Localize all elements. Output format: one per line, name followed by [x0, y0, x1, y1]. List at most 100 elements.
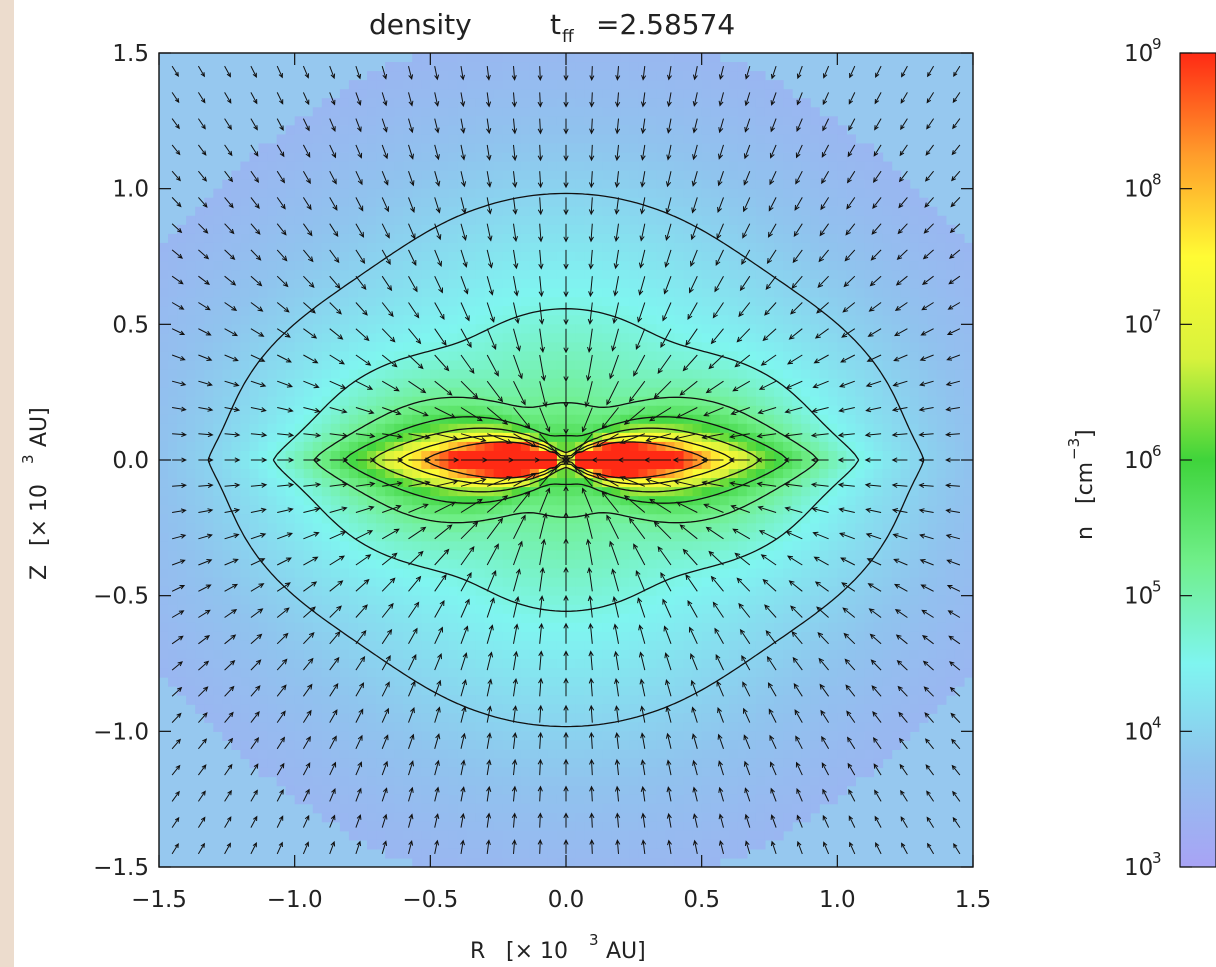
heatmap-cell	[556, 270, 567, 280]
heatmap-cell	[602, 550, 612, 561]
heatmap-cell	[403, 577, 413, 588]
heatmap-cell	[475, 595, 486, 606]
heatmap-cell	[873, 333, 884, 344]
heatmap-cell	[330, 387, 341, 398]
heatmap-cell	[294, 514, 305, 524]
heatmap-cell	[647, 441, 658, 452]
heatmap-cell	[909, 523, 920, 533]
heatmap-cell	[339, 568, 350, 579]
heatmap-cell	[267, 496, 278, 506]
heatmap-cell	[394, 197, 404, 208]
heatmap-cell	[348, 315, 359, 325]
heatmap-cell	[665, 279, 676, 289]
heatmap-cell	[222, 315, 232, 325]
heatmap-cell	[728, 315, 739, 325]
heatmap-cell	[837, 360, 847, 371]
heatmap-cell	[665, 306, 676, 316]
heatmap-cell	[312, 586, 323, 597]
heatmap-cell	[918, 342, 929, 353]
heatmap-cell	[394, 360, 404, 371]
heatmap-cell	[837, 523, 847, 533]
heatmap-cell	[864, 387, 875, 398]
heatmap-cell	[493, 559, 504, 570]
heatmap-cell	[719, 333, 730, 344]
heatmap-cell	[195, 333, 205, 344]
heatmap-cell	[276, 342, 287, 353]
heatmap-cell	[412, 98, 422, 108]
heatmap-cell	[520, 387, 531, 398]
heatmap-cell	[520, 71, 531, 81]
heatmap-cell	[593, 450, 603, 461]
heatmap-cell	[484, 53, 495, 63]
heatmap-cell	[864, 206, 875, 217]
heatmap-cell	[936, 478, 947, 488]
heatmap-cell	[367, 270, 377, 280]
heatmap-cell	[520, 306, 531, 316]
heatmap-cell	[267, 297, 278, 307]
heatmap-cell	[810, 550, 820, 561]
heatmap-cell	[566, 306, 576, 316]
heatmap-cell	[656, 505, 667, 515]
heatmap-cell	[819, 496, 829, 506]
heatmap-cell	[339, 550, 350, 561]
heatmap-cell	[367, 342, 377, 353]
heatmap-cell	[339, 595, 350, 606]
heatmap-cell	[792, 396, 802, 407]
heatmap-cell	[267, 423, 278, 434]
heatmap-cell	[801, 197, 811, 208]
heatmap-cell	[575, 224, 585, 235]
heatmap-cell	[493, 586, 504, 597]
heatmap-cell	[231, 251, 241, 262]
heatmap-cell	[774, 80, 784, 90]
heatmap-cell	[783, 161, 793, 172]
heatmap-cell	[737, 441, 748, 452]
heatmap-cell	[294, 188, 305, 199]
heatmap-cell	[376, 179, 386, 190]
heatmap-cell	[249, 215, 260, 226]
heatmap-cell	[348, 116, 359, 126]
heatmap-cell	[828, 568, 838, 579]
heatmap-cell	[620, 107, 630, 117]
heatmap-cell	[303, 306, 314, 316]
heatmap-cell	[439, 80, 450, 90]
heatmap-cell	[764, 568, 775, 579]
heatmap-cell	[276, 306, 287, 316]
heatmap-cell	[312, 423, 323, 434]
heatmap-cell	[285, 423, 296, 434]
heatmap-cell	[774, 306, 784, 316]
heatmap-cell	[186, 324, 196, 334]
heatmap-cell	[846, 143, 857, 154]
heatmap-cell	[511, 541, 522, 552]
heatmap-cell	[900, 405, 911, 416]
heatmap-cell	[556, 125, 567, 135]
heatmap-cell	[665, 288, 676, 298]
heatmap-cell	[529, 478, 540, 488]
heatmap-cell	[936, 387, 947, 398]
heatmap-cell	[520, 550, 531, 561]
heatmap-cell	[367, 116, 377, 126]
heatmap-cell	[493, 98, 504, 108]
heatmap-cell	[764, 251, 775, 262]
heatmap-cell	[267, 324, 278, 334]
heatmap-cell	[321, 586, 332, 597]
heatmap-cell	[231, 523, 241, 533]
heatmap-cell	[520, 369, 531, 380]
heatmap-cell	[963, 505, 973, 515]
heatmap-cell	[412, 505, 422, 515]
heatmap-cell	[593, 378, 603, 389]
heatmap-cell	[430, 215, 440, 226]
heatmap-cell	[945, 369, 956, 380]
heatmap-cell	[710, 387, 721, 398]
heatmap-cell	[819, 577, 829, 588]
heatmap-cell	[801, 568, 811, 579]
heatmap-cell	[575, 423, 585, 434]
heatmap-cell	[330, 134, 341, 145]
heatmap-cell	[674, 270, 685, 280]
heatmap-cell	[412, 378, 422, 389]
heatmap-cell	[611, 378, 621, 389]
heatmap-cell	[312, 224, 323, 235]
heatmap-cell	[891, 496, 902, 506]
heatmap-cell	[882, 432, 893, 443]
heatmap-cell	[855, 215, 866, 226]
heatmap-cell	[430, 188, 440, 199]
